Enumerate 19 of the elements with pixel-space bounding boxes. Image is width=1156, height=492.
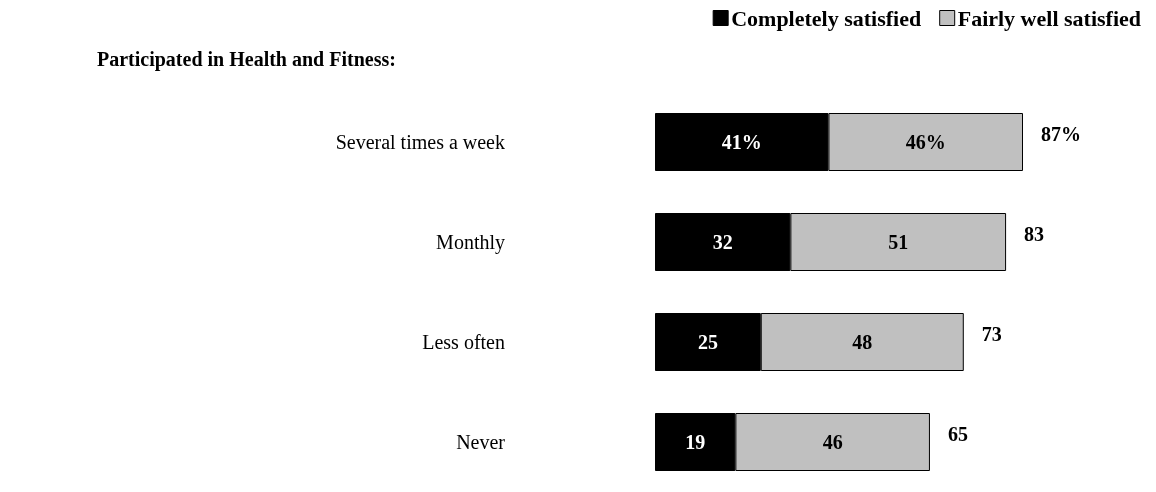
data-label: 19 [685,431,706,453]
legend-label: Fairly well satisfied [957,5,1142,31]
data-label: 48 [852,331,873,353]
data-label: 46% [905,131,946,153]
total-label: 87% [1041,123,1082,145]
y-tick-label: Monthly [436,231,505,254]
data-label: 25 [697,331,718,353]
data-label: 41% [721,131,762,153]
total-label: 73 [981,323,1002,345]
y-tick-label: Several times a week [335,131,505,153]
data-label: 51 [888,231,909,253]
total-label: 83 [1024,223,1045,245]
text: Participated in Health and Fitness: [97,48,396,71]
legend-label: Completely satisfied [731,5,922,31]
total-label: 65 [947,423,968,445]
data-label: 46 [822,431,843,453]
data-label: 32 [712,231,733,253]
y-tick-label: Never [456,431,506,453]
y-tick-label: Less often [422,331,505,353]
